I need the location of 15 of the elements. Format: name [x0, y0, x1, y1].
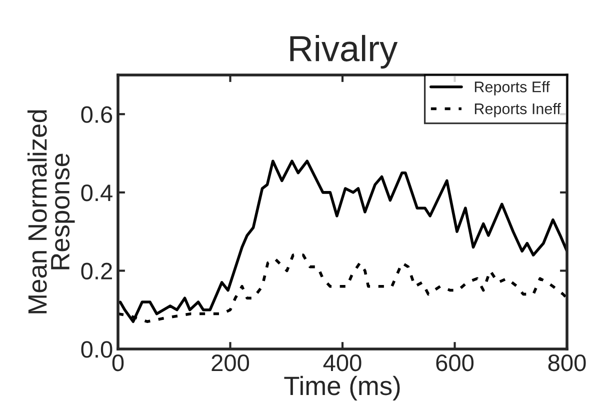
line-series	[118, 160, 567, 323]
x-axis-title: Time (ms)	[284, 376, 400, 400]
x-tick-label: 200	[212, 354, 250, 372]
y-tick-label: 0.6	[81, 106, 112, 123]
y-axis-title: Mean Normalized Response	[27, 110, 75, 314]
x-tick-label: 0	[112, 354, 124, 372]
chart-title: Rivalry	[290, 34, 398, 69]
x-tick-label: 600	[436, 354, 474, 372]
legend-label: Reports Ineff	[474, 103, 561, 118]
y-tick-label: 0.0	[81, 341, 112, 358]
x-tick-label: 800	[548, 354, 586, 372]
y-tick-label: 0.2	[81, 262, 112, 280]
y-tick-label: 0.4	[81, 184, 112, 202]
legend-label: Reports Eff	[474, 81, 550, 96]
x-tick-label: 400	[323, 354, 362, 372]
